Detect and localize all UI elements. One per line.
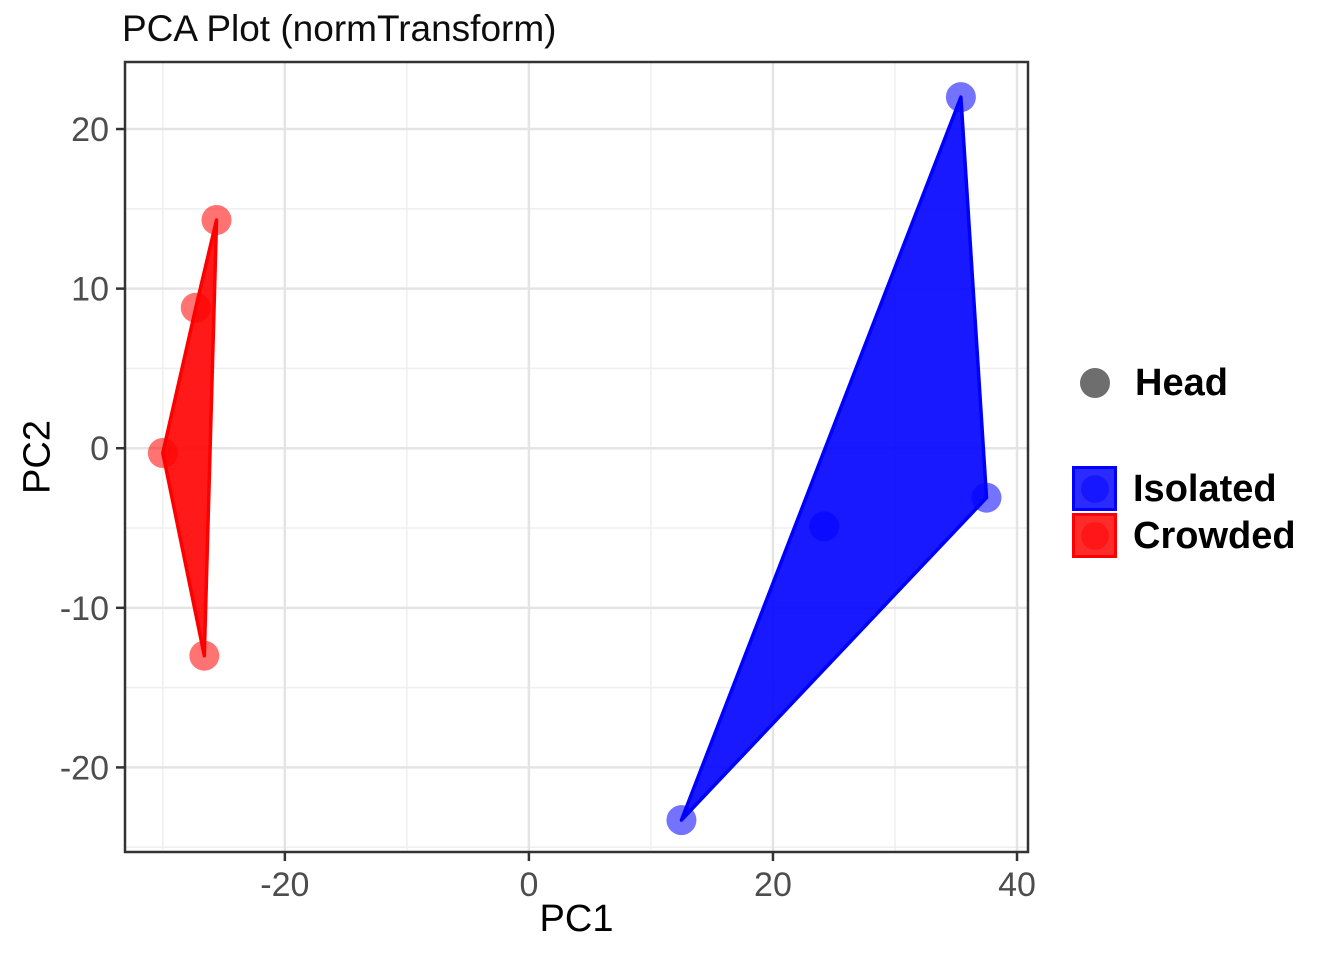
legend-isolated-entry: Isolated xyxy=(1072,466,1277,511)
x-tick-label: 20 xyxy=(754,866,792,904)
crowded-data-point xyxy=(189,640,220,671)
isolated-hull-polygon xyxy=(679,95,989,822)
legend-isolated-label: Isolated xyxy=(1133,467,1277,510)
y-tick-label: 0 xyxy=(90,430,109,468)
crowded-data-point xyxy=(147,438,178,469)
y-tick-label: 10 xyxy=(71,271,109,309)
isolated-data-point xyxy=(809,511,840,542)
isolated-data-point xyxy=(945,82,976,113)
crowded-key-icon xyxy=(1072,513,1117,558)
crowded-key-point-icon xyxy=(1080,521,1109,550)
y-tick-label: -10 xyxy=(60,590,109,628)
head-point-icon xyxy=(1080,368,1110,398)
x-tick-label: 40 xyxy=(998,866,1036,904)
isolated-key-icon xyxy=(1072,466,1117,511)
plot-title: PCA Plot (normTransform) xyxy=(122,8,557,49)
panel-border xyxy=(123,60,1030,854)
legend-crowded-label: Crowded xyxy=(1133,514,1296,557)
legend-head-label: Head xyxy=(1135,362,1228,404)
isolated-key-point-icon xyxy=(1080,474,1109,503)
isolated-data-point xyxy=(666,805,697,836)
y-axis-title: PC2 xyxy=(16,420,59,494)
x-axis-title: PC1 xyxy=(539,898,614,940)
y-tick-label: 20 xyxy=(71,111,109,149)
crowded-data-point xyxy=(180,292,211,323)
y-tick-label: -20 xyxy=(60,749,109,787)
isolated-data-point xyxy=(971,482,1002,513)
legend-crowded-entry: Crowded xyxy=(1072,513,1296,558)
crowded-data-point xyxy=(201,205,232,235)
x-tick-label: -20 xyxy=(260,866,309,904)
x-tick-label: 0 xyxy=(519,866,538,904)
legend-head-entry: Head xyxy=(1072,352,1228,414)
